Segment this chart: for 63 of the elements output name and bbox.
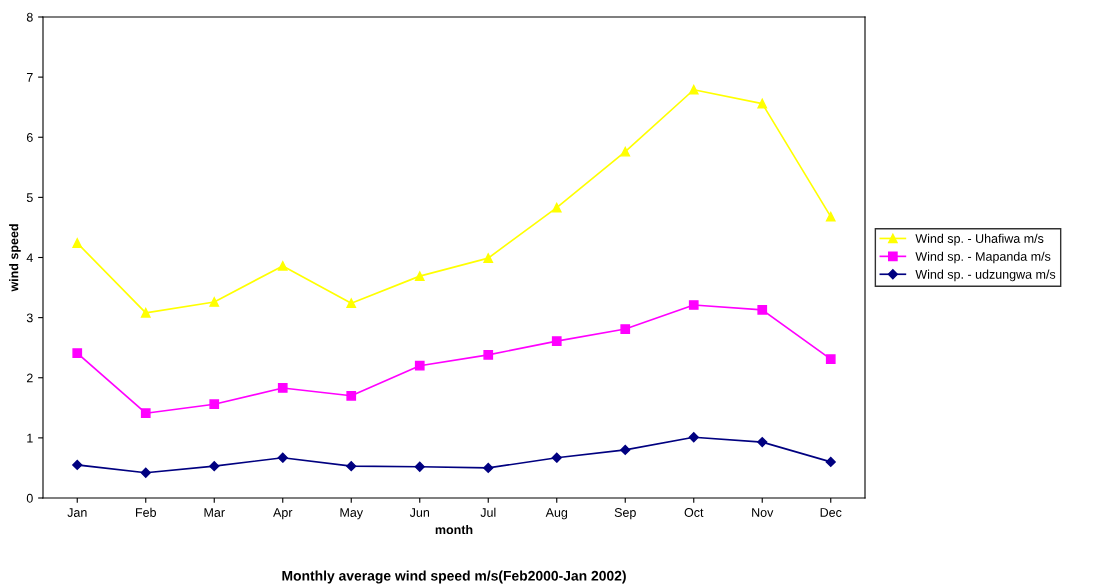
y-tick-label: 8	[26, 12, 33, 22]
point	[209, 399, 220, 410]
point	[551, 452, 562, 463]
point	[757, 98, 768, 109]
y-tick-label: 2	[26, 373, 33, 383]
point	[346, 298, 357, 309]
legend-label: Wind sp. - Uhafiwa m/s	[915, 233, 1044, 246]
point	[483, 462, 494, 474]
point	[72, 348, 83, 358]
point	[209, 297, 220, 307]
point	[346, 390, 357, 401]
point	[551, 202, 562, 213]
point	[825, 354, 836, 364]
point	[277, 452, 288, 463]
y-tick-label: 3	[26, 313, 33, 323]
point	[277, 261, 288, 271]
point	[620, 444, 631, 456]
y-tick-label: 7	[26, 73, 33, 82]
x-tick-label: Jan	[67, 508, 87, 517]
point	[757, 436, 768, 448]
x-tick-label: Apr	[273, 508, 293, 520]
x-axis-title: month	[435, 524, 473, 535]
point	[414, 271, 425, 282]
point	[551, 336, 562, 346]
point	[483, 253, 494, 263]
point	[414, 461, 425, 472]
point	[346, 461, 357, 472]
point	[414, 360, 425, 371]
point	[72, 459, 83, 471]
point	[620, 324, 631, 334]
x-tick-label: Mar	[204, 508, 225, 517]
x-tick-label: Nov	[752, 508, 774, 517]
point	[688, 84, 699, 95]
y-tick-label: 4	[26, 253, 33, 263]
x-tick-label: Sep	[614, 508, 636, 520]
point	[825, 456, 836, 468]
point	[483, 350, 494, 360]
point	[620, 146, 631, 157]
y-tick-label: 0	[26, 493, 33, 503]
x-tick-label: Oct	[684, 508, 704, 517]
x-tick-label: Aug	[545, 508, 568, 520]
y-tick-label: 1	[27, 433, 33, 443]
y-tick-label: 5	[26, 193, 33, 203]
legend-label: Wind sp. - udzungwa m/s	[915, 269, 1056, 282]
x-tick-label: May	[340, 508, 364, 520]
point	[277, 383, 288, 393]
x-tick-label: Jul	[480, 507, 496, 517]
point	[72, 238, 83, 248]
x-tick-label: Feb	[136, 507, 156, 517]
point	[688, 300, 699, 310]
x-tick-label: Jun	[409, 508, 430, 517]
point	[757, 304, 768, 315]
point	[688, 432, 699, 443]
point	[140, 467, 151, 478]
point	[825, 211, 836, 222]
point	[140, 307, 151, 318]
legend-label: Wind sp. - Mapanda m/s	[915, 251, 1051, 264]
text: Monthly average wind speed m/s(Feb2000-Jan 2002)	[282, 570, 626, 584]
y-tick-label: 6	[26, 133, 33, 142]
point	[209, 461, 220, 472]
point	[140, 408, 151, 419]
x-tick-label: Dec	[820, 508, 842, 517]
y-axis-title: wind speed	[9, 224, 21, 292]
